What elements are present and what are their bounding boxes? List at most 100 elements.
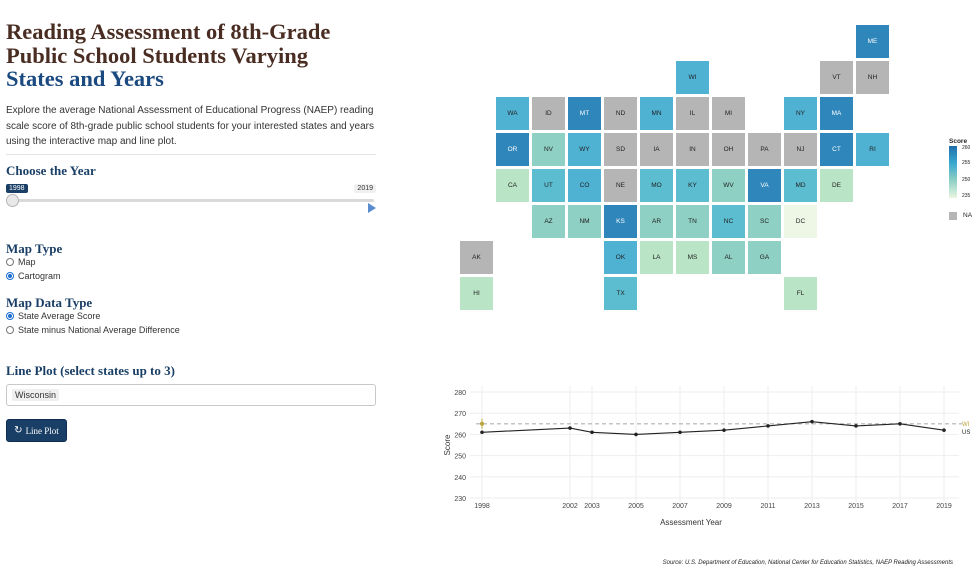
- state-tile-mo[interactable]: MO: [640, 169, 673, 202]
- state-tile-co[interactable]: CO: [568, 169, 601, 202]
- title-line-1: Reading Assessment of 8th-Grade: [6, 19, 331, 44]
- title-line-3: States and Years: [6, 66, 164, 91]
- radio-difference[interactable]: [6, 326, 14, 334]
- radio-map[interactable]: [6, 258, 14, 266]
- source-note: Source: U.S. Department of Education, Na…: [662, 560, 953, 566]
- state-tile-or[interactable]: OR: [496, 133, 529, 166]
- state-tile-wy[interactable]: WY: [568, 133, 601, 166]
- slider-track[interactable]: [12, 199, 374, 202]
- sidebar-panel: Reading Assessment of 8th-Grade Public S…: [0, 0, 390, 576]
- state-tile-sc[interactable]: SC: [748, 205, 781, 238]
- state-tile-nv[interactable]: NV: [532, 133, 565, 166]
- data-point: [590, 430, 594, 435]
- map-data-option-average[interactable]: State Average Score: [6, 311, 100, 321]
- map-type-option-map[interactable]: Map: [6, 257, 36, 267]
- map-legend: Score 260 255 250 235 NA: [949, 138, 972, 220]
- state-tile-ak[interactable]: AK: [460, 241, 493, 274]
- state-tile-al[interactable]: AL: [712, 241, 745, 274]
- state-tile-me[interactable]: ME: [856, 25, 889, 58]
- state-tile-az[interactable]: AZ: [532, 205, 565, 238]
- y-tick-label: 230: [454, 496, 466, 503]
- state-tile-oh[interactable]: OH: [712, 133, 745, 166]
- year-heading: Choose the Year: [6, 163, 96, 178]
- state-tile-wv[interactable]: WV: [712, 169, 745, 202]
- legend-na-label: NA: [963, 212, 973, 219]
- state-tile-ks[interactable]: KS: [604, 205, 637, 238]
- x-axis-label: Assessment Year: [660, 518, 722, 527]
- state-tile-ia[interactable]: IA: [640, 133, 673, 166]
- state-tile-tn[interactable]: TN: [676, 205, 709, 238]
- map-type-option-cartogram[interactable]: Cartogram: [6, 271, 61, 281]
- state-tile-fl[interactable]: FL: [784, 277, 817, 310]
- state-tile-ca[interactable]: CA: [496, 169, 529, 202]
- radio-average-label: State Average Score: [18, 311, 101, 321]
- state-select[interactable]: Wisconsin: [6, 384, 376, 406]
- state-tile-wi[interactable]: WI: [676, 61, 709, 94]
- data-point: [766, 424, 770, 428]
- data-point: [810, 419, 814, 424]
- cartogram-map[interactable]: Score 260 255 250 235 NA ME WI VT NH WA ID MT N…: [432, 0, 980, 340]
- state-tile-ok[interactable]: OK: [604, 241, 637, 274]
- state-tile-ky[interactable]: KY: [676, 169, 709, 202]
- state-tile-ne[interactable]: NE: [604, 169, 637, 202]
- y-tick-label: 260: [454, 432, 466, 439]
- state-tile-ma[interactable]: MA: [820, 97, 853, 130]
- state-tile-nc[interactable]: NC: [712, 205, 745, 238]
- visualization-panel: Score 260 255 250 235 NA ME WI VT NH WA ID MT N…: [432, 0, 980, 576]
- state-tile-ny[interactable]: NY: [784, 97, 817, 130]
- state-tile-la[interactable]: LA: [640, 241, 673, 274]
- state-tile-nh[interactable]: NH: [856, 61, 889, 94]
- legend-na-swatch: [949, 212, 957, 220]
- page-title: Reading Assessment of 8th-Grade Public S…: [6, 20, 386, 91]
- state-tile-tx[interactable]: TX: [604, 277, 637, 310]
- state-tile-de[interactable]: DE: [820, 169, 853, 202]
- state-tile-mn[interactable]: MN: [640, 97, 673, 130]
- series-label-wi: WI: [962, 422, 970, 428]
- map-data-option-difference[interactable]: State minus National Average Difference: [6, 325, 180, 335]
- selected-state-chip[interactable]: Wisconsin: [12, 389, 60, 401]
- legend-tick: 260: [962, 145, 971, 151]
- line-plot-button[interactable]: ↻ Line Plot: [6, 419, 67, 442]
- state-tile-il[interactable]: IL: [676, 97, 709, 130]
- map-type-heading: Map Type: [6, 241, 63, 256]
- state-tile-in[interactable]: IN: [676, 133, 709, 166]
- state-tile-ms[interactable]: MS: [676, 241, 709, 274]
- state-tile-ut[interactable]: UT: [532, 169, 565, 202]
- state-tile-mi[interactable]: MI: [712, 97, 745, 130]
- data-point: [678, 430, 682, 435]
- radio-average[interactable]: [6, 312, 14, 320]
- radio-cartogram[interactable]: [6, 272, 14, 280]
- y-axis-label: Score: [443, 434, 452, 455]
- map-data-heading: Map Data Type: [6, 295, 93, 310]
- state-tile-hi[interactable]: HI: [460, 277, 493, 310]
- x-tick-label: 2019: [936, 503, 952, 510]
- legend-tick: 235: [962, 193, 971, 199]
- state-tile-sd[interactable]: SD: [604, 133, 637, 166]
- state-tile-ga[interactable]: GA: [748, 241, 781, 274]
- play-icon[interactable]: [368, 203, 376, 213]
- state-tile-nm[interactable]: NM: [568, 205, 601, 238]
- line-chart[interactable]: 230 240 250 260 270 280 1998 2002 2003 2005 2007 20…: [432, 352, 980, 576]
- state-tile-nd[interactable]: ND: [604, 97, 637, 130]
- state-tile-pa[interactable]: PA: [748, 133, 781, 166]
- state-tile-md[interactable]: MD: [784, 169, 817, 202]
- title-line-2: Public School Students Varying: [6, 42, 308, 68]
- state-tile-vt[interactable]: VT: [820, 61, 853, 94]
- x-tick-label: 2009: [716, 503, 732, 510]
- state-tile-dc[interactable]: DC: [784, 205, 817, 238]
- radio-difference-label: State minus National Average Difference: [18, 325, 180, 335]
- state-tile-wa[interactable]: WA: [496, 97, 529, 130]
- state-tile-ar[interactable]: AR: [640, 205, 673, 238]
- state-tile-nj[interactable]: NJ: [784, 133, 817, 166]
- x-tick-label: 2003: [584, 503, 600, 510]
- x-tick-label: 2005: [628, 503, 644, 510]
- slider-handle[interactable]: [6, 194, 19, 207]
- data-point: [634, 432, 638, 437]
- year-slider[interactable]: 1998 2019: [6, 183, 376, 213]
- state-tile-ri[interactable]: RI: [856, 133, 889, 166]
- state-tile-ct[interactable]: CT: [820, 133, 853, 166]
- state-tile-mt[interactable]: MT: [568, 97, 601, 130]
- state-tile-va[interactable]: VA: [748, 169, 781, 202]
- state-tile-id[interactable]: ID: [532, 97, 565, 130]
- refresh-icon: ↻: [14, 425, 23, 436]
